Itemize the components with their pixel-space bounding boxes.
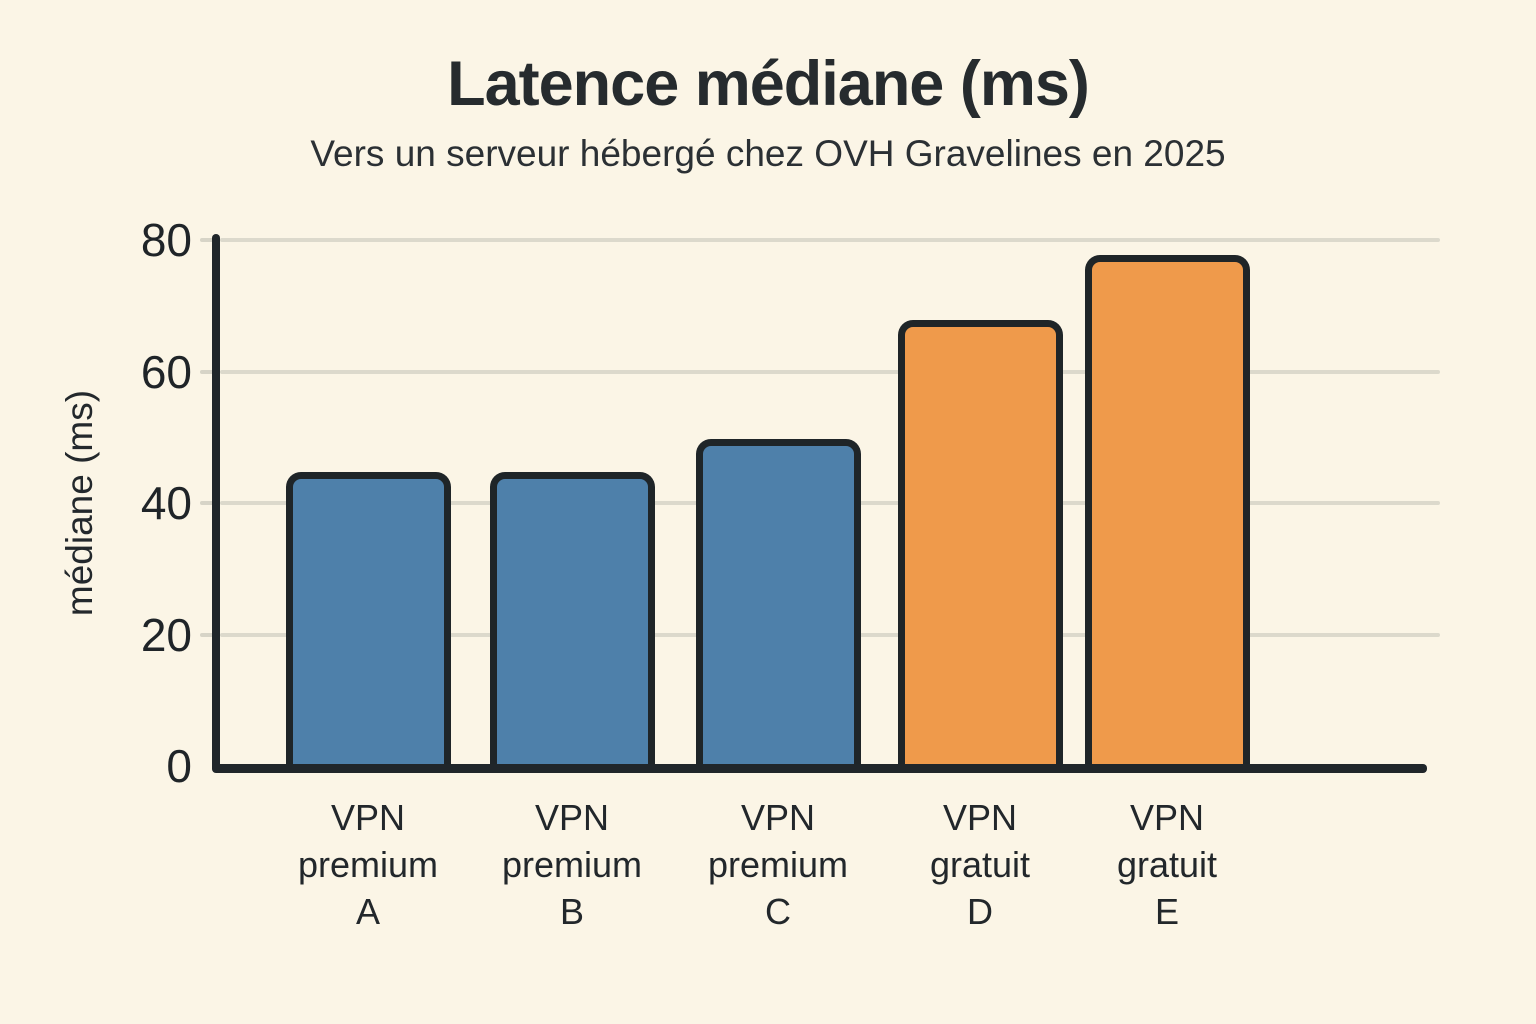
bar-vpn-gratuit-d <box>897 320 1063 770</box>
chart-subtitle: Vers un serveur hébergé chez OVH Graveli… <box>310 133 1226 174</box>
x-axis-line <box>212 764 1427 773</box>
x-category-label-line: A <box>355 891 380 932</box>
x-category-label-line: VPN <box>740 797 816 838</box>
y-tick-label-40: 40 <box>140 477 192 529</box>
x-category-label-line: E <box>1154 891 1179 932</box>
x-category-label-line: B <box>559 891 584 932</box>
x-category-label-line: gratuit <box>929 844 1031 885</box>
bar-vpn-premium-a <box>285 472 451 770</box>
y-tick-label-20: 20 <box>140 608 192 661</box>
y-tick-label-80: 80 <box>140 214 192 266</box>
x-category-label-line: premium <box>707 844 849 885</box>
x-category-label-line: D <box>967 891 993 932</box>
x-category-label-line: C <box>765 891 791 932</box>
y-tick-label-0: 0 <box>166 740 192 792</box>
x-category-label-vpn-premium-a: VPN premium A <box>248 794 488 935</box>
bar-vpn-premium-b <box>489 472 655 770</box>
y-tick-mark-40 <box>200 501 216 505</box>
x-category-label-vpn-gratuit-d: VPN gratuit D <box>860 794 1100 935</box>
gridline-80 <box>220 238 1440 242</box>
bar-vpn-gratuit-e <box>1084 255 1250 770</box>
y-tick-mark-60 <box>200 369 216 374</box>
y-tick-label-60: 60 <box>140 345 192 398</box>
x-category-label-line: VPN <box>942 797 1018 838</box>
x-category-label-vpn-premium-b: VPN premium B <box>452 794 692 935</box>
y-tick-mark-20 <box>200 632 216 637</box>
x-category-label-vpn-premium-c: VPN premium C <box>658 794 898 935</box>
x-category-label-line: VPN <box>534 797 610 838</box>
gridline-60 <box>220 369 1440 374</box>
y-axis-line <box>212 234 220 772</box>
chart-title: Latence médiane (ms) <box>447 49 1090 119</box>
x-category-label-line: premium <box>297 844 439 885</box>
bar-vpn-premium-c <box>695 439 861 770</box>
x-category-label-line: gratuit <box>1116 844 1218 885</box>
x-category-label-line: VPN <box>1129 797 1205 838</box>
x-category-label-line: premium <box>501 844 643 885</box>
y-tick-mark-80 <box>200 238 216 242</box>
x-category-label-vpn-gratuit-e: VPN gratuit E <box>1047 794 1287 935</box>
x-category-label-line: VPN <box>330 797 406 838</box>
